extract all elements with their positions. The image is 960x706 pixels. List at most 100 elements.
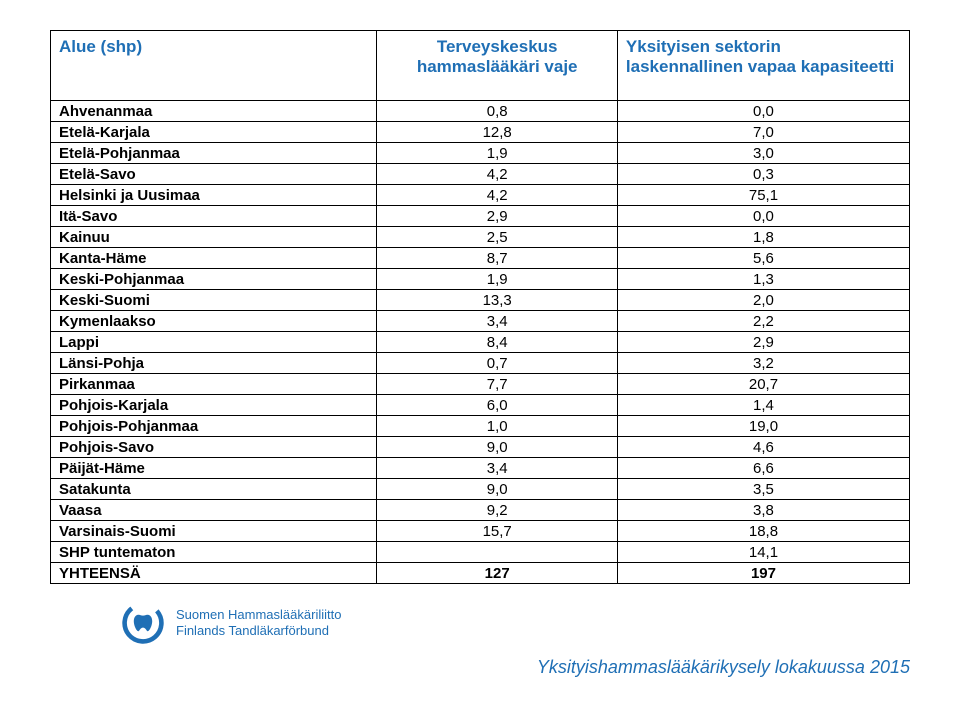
logo-text: Suomen Hammaslääkäriliitto Finlands Tand… xyxy=(176,607,341,640)
region-cell: Keski-Suomi xyxy=(51,290,377,311)
header-vaje: Terveyskeskus hammaslääkäri vaje xyxy=(377,31,618,101)
table-row: Pohjois-Pohjanmaa1,019,0 xyxy=(51,416,910,437)
vaje-cell: 2,9 xyxy=(377,206,618,227)
region-cell: Etelä-Karjala xyxy=(51,122,377,143)
kapasiteetti-cell: 3,2 xyxy=(617,353,909,374)
vaje-cell: 3,4 xyxy=(377,311,618,332)
table-row: Kymenlaakso3,42,2 xyxy=(51,311,910,332)
region-cell: Etelä-Savo xyxy=(51,164,377,185)
vaje-cell: 1,0 xyxy=(377,416,618,437)
kapasiteetti-cell: 3,8 xyxy=(617,500,909,521)
region-cell: Satakunta xyxy=(51,479,377,500)
table-row: Lappi8,42,9 xyxy=(51,332,910,353)
vaje-cell: 127 xyxy=(377,563,618,584)
region-cell: Päijät-Häme xyxy=(51,458,377,479)
kapasiteetti-cell: 2,0 xyxy=(617,290,909,311)
region-cell: Kanta-Häme xyxy=(51,248,377,269)
vaje-cell: 0,8 xyxy=(377,101,618,122)
vaje-cell: 6,0 xyxy=(377,395,618,416)
kapasiteetti-cell: 3,5 xyxy=(617,479,909,500)
vaje-cell: 2,5 xyxy=(377,227,618,248)
table-row: Keski-Suomi13,32,0 xyxy=(51,290,910,311)
vaje-cell xyxy=(377,542,618,563)
logo-icon xyxy=(120,600,166,646)
table-row: Pohjois-Karjala6,01,4 xyxy=(51,395,910,416)
table-row: Keski-Pohjanmaa1,91,3 xyxy=(51,269,910,290)
vaje-cell: 4,2 xyxy=(377,164,618,185)
kapasiteetti-cell: 6,6 xyxy=(617,458,909,479)
region-cell: YHTEENSÄ xyxy=(51,563,377,584)
data-table: Alue (shp) Terveyskeskus hammaslääkäri v… xyxy=(50,30,910,584)
region-cell: Lappi xyxy=(51,332,377,353)
table-row: SHP tuntematon 14,1 xyxy=(51,542,910,563)
kapasiteetti-cell: 1,4 xyxy=(617,395,909,416)
logo-line-2: Finlands Tandläkarförbund xyxy=(176,623,341,639)
region-cell: Länsi-Pohja xyxy=(51,353,377,374)
region-cell: Vaasa xyxy=(51,500,377,521)
region-cell: SHP tuntematon xyxy=(51,542,377,563)
footer-caption: Yksityishammaslääkärikysely lokakuussa 2… xyxy=(537,657,910,678)
vaje-cell: 3,4 xyxy=(377,458,618,479)
kapasiteetti-cell: 197 xyxy=(617,563,909,584)
table-row: Vaasa9,23,8 xyxy=(51,500,910,521)
kapasiteetti-cell: 19,0 xyxy=(617,416,909,437)
region-cell: Etelä-Pohjanmaa xyxy=(51,143,377,164)
kapasiteetti-cell: 0,0 xyxy=(617,101,909,122)
kapasiteetti-cell: 7,0 xyxy=(617,122,909,143)
table-row: Pohjois-Savo9,04,6 xyxy=(51,437,910,458)
logo-line-1: Suomen Hammaslääkäriliitto xyxy=(176,607,341,623)
table-row: Etelä-Karjala12,87,0 xyxy=(51,122,910,143)
vaje-cell: 9,0 xyxy=(377,479,618,500)
region-cell: Itä-Savo xyxy=(51,206,377,227)
kapasiteetti-cell: 2,2 xyxy=(617,311,909,332)
vaje-cell: 8,4 xyxy=(377,332,618,353)
vaje-cell: 1,9 xyxy=(377,143,618,164)
table-row: Satakunta9,03,5 xyxy=(51,479,910,500)
table-row: Itä-Savo2,90,0 xyxy=(51,206,910,227)
region-cell: Pohjois-Pohjanmaa xyxy=(51,416,377,437)
kapasiteetti-cell: 4,6 xyxy=(617,437,909,458)
table-row: Länsi-Pohja0,73,2 xyxy=(51,353,910,374)
kapasiteetti-cell: 1,8 xyxy=(617,227,909,248)
vaje-cell: 9,0 xyxy=(377,437,618,458)
region-cell: Ahvenanmaa xyxy=(51,101,377,122)
region-cell: Pirkanmaa xyxy=(51,374,377,395)
table-row: Etelä-Savo4,20,3 xyxy=(51,164,910,185)
region-cell: Varsinais-Suomi xyxy=(51,521,377,542)
table-row: Kanta-Häme8,75,6 xyxy=(51,248,910,269)
kapasiteetti-cell: 1,3 xyxy=(617,269,909,290)
table-row: YHTEENSÄ127197 xyxy=(51,563,910,584)
table-row: Helsinki ja Uusimaa4,275,1 xyxy=(51,185,910,206)
vaje-cell: 15,7 xyxy=(377,521,618,542)
table-row: Päijät-Häme3,46,6 xyxy=(51,458,910,479)
region-cell: Pohjois-Savo xyxy=(51,437,377,458)
kapasiteetti-cell: 18,8 xyxy=(617,521,909,542)
kapasiteetti-cell: 3,0 xyxy=(617,143,909,164)
kapasiteetti-cell: 14,1 xyxy=(617,542,909,563)
header-kapasiteetti: Yksityisen sektorin laskennallinen vapaa… xyxy=(617,31,909,101)
region-cell: Pohjois-Karjala xyxy=(51,395,377,416)
kapasiteetti-cell: 20,7 xyxy=(617,374,909,395)
region-cell: Helsinki ja Uusimaa xyxy=(51,185,377,206)
table-row: Ahvenanmaa0,80,0 xyxy=(51,101,910,122)
vaje-cell: 12,8 xyxy=(377,122,618,143)
header-region: Alue (shp) xyxy=(51,31,377,101)
vaje-cell: 0,7 xyxy=(377,353,618,374)
table-header-row: Alue (shp) Terveyskeskus hammaslääkäri v… xyxy=(51,31,910,101)
region-cell: Kainuu xyxy=(51,227,377,248)
kapasiteetti-cell: 5,6 xyxy=(617,248,909,269)
kapasiteetti-cell: 0,0 xyxy=(617,206,909,227)
kapasiteetti-cell: 0,3 xyxy=(617,164,909,185)
vaje-cell: 7,7 xyxy=(377,374,618,395)
table-row: Kainuu2,51,8 xyxy=(51,227,910,248)
vaje-cell: 1,9 xyxy=(377,269,618,290)
table-row: Etelä-Pohjanmaa1,93,0 xyxy=(51,143,910,164)
vaje-cell: 13,3 xyxy=(377,290,618,311)
vaje-cell: 9,2 xyxy=(377,500,618,521)
org-logo: Suomen Hammaslääkäriliitto Finlands Tand… xyxy=(120,600,341,646)
vaje-cell: 8,7 xyxy=(377,248,618,269)
table-row: Pirkanmaa7,720,7 xyxy=(51,374,910,395)
region-cell: Keski-Pohjanmaa xyxy=(51,269,377,290)
kapasiteetti-cell: 75,1 xyxy=(617,185,909,206)
table-row: Varsinais-Suomi15,718,8 xyxy=(51,521,910,542)
